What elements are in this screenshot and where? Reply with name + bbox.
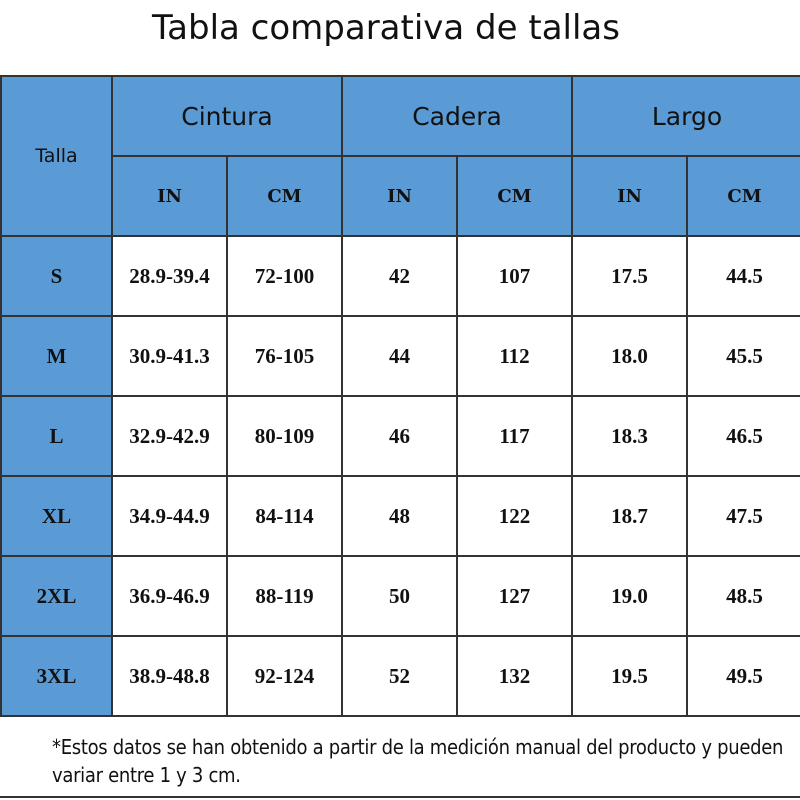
value-cell: 18.3 <box>571 395 688 477</box>
value-cell: 48 <box>341 475 458 557</box>
size-cell: 3XL <box>0 635 113 717</box>
measurement-note: *Estos datos se han obtenido a partir de… <box>52 735 784 787</box>
size-cell: M <box>0 315 113 397</box>
value-cell: 49.5 <box>685 635 800 717</box>
unit-header: IN <box>571 155 688 237</box>
value-cell: 38.9-48.8 <box>111 635 228 717</box>
value-cell: 44 <box>341 315 458 397</box>
value-cell: 30.9-41.3 <box>111 315 228 397</box>
bottom-divider <box>0 796 800 798</box>
size-cell: XL <box>0 475 113 557</box>
page-title: Tabla comparativa de tallas <box>152 8 620 48</box>
value-cell: 127 <box>456 555 573 637</box>
value-cell: 44.5 <box>685 235 800 317</box>
value-cell: 28.9-39.4 <box>111 235 228 317</box>
unit-header: IN <box>111 155 228 237</box>
unit-header: CM <box>456 155 573 237</box>
unit-header: CM <box>226 155 343 237</box>
table-row: 2XL 36.9-46.9 88-119 50 127 19.0 48.5 <box>0 555 800 637</box>
value-cell: 19.0 <box>571 555 688 637</box>
value-cell: 17.5 <box>571 235 688 317</box>
unit-header: CM <box>685 155 800 237</box>
table-row: XL 34.9-44.9 84-114 48 122 18.7 47.5 <box>0 475 800 557</box>
value-cell: 122 <box>456 475 573 557</box>
size-chart-table: Talla Cintura Cadera Largo IN CM IN CM IN CM … <box>0 75 800 717</box>
value-cell: 46 <box>341 395 458 477</box>
value-cell: 88-119 <box>226 555 343 637</box>
value-cell: 32.9-42.9 <box>111 395 228 477</box>
value-cell: 52 <box>341 635 458 717</box>
size-cell: S <box>0 235 113 317</box>
size-cell: L <box>0 395 113 477</box>
value-cell: 18.0 <box>571 315 688 397</box>
table-row: M 30.9-41.3 76-105 44 112 18.0 45.5 <box>0 315 800 397</box>
value-cell: 80-109 <box>226 395 343 477</box>
table-row: 3XL 38.9-48.8 92-124 52 132 19.5 49.5 <box>0 635 800 717</box>
value-cell: 117 <box>456 395 573 477</box>
unit-header: IN <box>341 155 458 237</box>
value-cell: 42 <box>341 235 458 317</box>
group-header-length: Largo <box>570 75 800 157</box>
value-cell: 18.7 <box>571 475 688 557</box>
group-header-waist: Cintura <box>111 75 343 157</box>
value-cell: 19.5 <box>571 635 688 717</box>
value-cell: 46.5 <box>685 395 800 477</box>
size-cell: 2XL <box>0 555 113 637</box>
value-cell: 76-105 <box>226 315 343 397</box>
value-cell: 72-100 <box>226 235 343 317</box>
value-cell: 112 <box>456 315 573 397</box>
value-cell: 107 <box>456 235 573 317</box>
value-cell: 92-124 <box>226 635 343 717</box>
table-row: S 28.9-39.4 72-100 42 107 17.5 44.5 <box>0 235 800 317</box>
value-cell: 132 <box>456 635 573 717</box>
value-cell: 84-114 <box>226 475 343 557</box>
group-header-hip: Cadera <box>341 75 573 157</box>
size-column-header: Talla <box>0 75 113 237</box>
value-cell: 36.9-46.9 <box>111 555 228 637</box>
value-cell: 34.9-44.9 <box>111 475 228 557</box>
table-row: L 32.9-42.9 80-109 46 117 18.3 46.5 <box>0 395 800 477</box>
value-cell: 48.5 <box>685 555 800 637</box>
value-cell: 45.5 <box>685 315 800 397</box>
value-cell: 47.5 <box>685 475 800 557</box>
value-cell: 50 <box>341 555 458 637</box>
